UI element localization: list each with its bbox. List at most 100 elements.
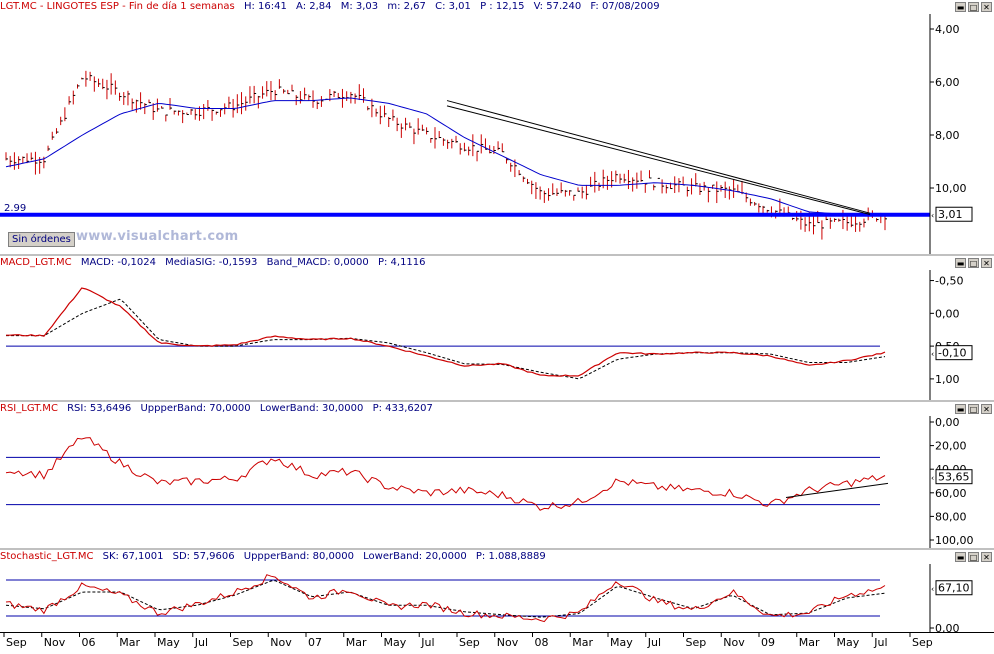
x-tick-label: Nov <box>723 636 745 649</box>
x-tick-label: Sep <box>233 636 254 649</box>
last-value-box <box>935 580 973 596</box>
price-chart[interactable]: 2.99 10,00 8,00 6,00 4,00 3,01 ‹ <box>0 14 994 254</box>
last-value-box <box>935 345 973 361</box>
price-panel[interactable]: LGT.MC - LINGOTES ESP - Fin de día 1 sem… <box>0 0 994 254</box>
macd-band: Band_MACD: 0,0000 <box>266 257 369 268</box>
price-h: H: 16:41 <box>243 1 287 12</box>
last-value-label: 53,65 <box>938 471 970 484</box>
rsi-close-button[interactable]: ✕ <box>981 404 992 414</box>
stoch-sk: SK: 67,1001 <box>102 551 164 562</box>
close-button[interactable]: ✕ <box>981 2 992 12</box>
arrow-icon: ‹ <box>931 474 934 483</box>
x-axis: Sep Nov 06 Mar May Jul Sep Nov 07 Mar May Jul Sep Nov… <box>0 632 994 650</box>
macd-signal-line <box>6 298 886 380</box>
stoch-sd-line <box>5 580 886 618</box>
last-value-label: 3,01 <box>938 208 963 221</box>
x-tick-label: Mar <box>799 636 820 649</box>
x-tick-label: Sep <box>459 636 480 649</box>
stoch-close-button[interactable]: ✕ <box>981 552 992 562</box>
support-label: 2.99 <box>4 203 26 214</box>
x-tick-label: Nov <box>44 636 66 649</box>
x-tick-label: May <box>384 636 407 649</box>
x-tick-label: May <box>837 636 860 649</box>
x-tick-label: Nov <box>270 636 292 649</box>
price-a: A: 2,84 <box>296 1 332 12</box>
stoch-p: P: 1.088,8889 <box>475 551 546 562</box>
x-tick-label: Sep <box>912 636 933 649</box>
macd-header: MACD_LGT.MC MACD: -0,1024 MediaSIG: -0,1… <box>0 256 994 270</box>
price-c: C: 3,01 <box>435 1 471 12</box>
x-tick-label: Jul <box>873 636 887 649</box>
price-title: LGT.MC - LINGOTES ESP - Fin de día 1 sem… <box>0 1 235 12</box>
y-tick-label: 6,00 <box>935 76 960 89</box>
stoch-panel[interactable]: Stochastic_LGT.MC SK: 67,1001 SD: 57,960… <box>0 550 994 632</box>
macd-chart[interactable]: 1,000,500,00-0,50-0,10‹ <box>0 270 994 400</box>
stoch-title: Stochastic_LGT.MC <box>0 551 94 562</box>
stoch-lower: LowerBand: 20,0000 <box>363 551 467 562</box>
rsi-lower: LowerBand: 30,0000 <box>259 403 364 414</box>
y-tick-label: 1,00 <box>935 373 960 386</box>
x-tick-label: Jul <box>194 636 208 649</box>
x-tick-label: 09 <box>761 636 775 649</box>
x-tick-label: Mar <box>119 636 140 649</box>
rsi-minimize-button[interactable]: ▬ <box>955 404 966 414</box>
stoch-minimize-button[interactable]: ▬ <box>955 552 966 562</box>
arrow-icon: ‹ <box>931 211 934 220</box>
watermark: www.visualchart.com <box>76 229 239 244</box>
price-m: M: 3,03 <box>340 1 379 12</box>
y-tick-label: -0,50 <box>935 275 963 288</box>
macd-signal: MediaSIG: -0,1593 <box>165 257 258 268</box>
last-value-box <box>935 469 973 485</box>
x-tick-label: Jul <box>647 636 661 649</box>
y-tick-label: 0,00 <box>935 307 960 320</box>
rsi-upper: UppperBand: 70,0000 <box>140 403 251 414</box>
rsi-maximize-button[interactable]: □ <box>968 404 979 414</box>
price-low: m: 2,67 <box>387 1 426 12</box>
trend-line <box>446 100 871 214</box>
rsi-p: P: 433,6207 <box>372 403 433 414</box>
stoch-chart[interactable]: 0,00 67,10 ‹ <box>0 564 994 632</box>
y-tick-label: 80,00 <box>935 510 967 523</box>
last-value-label: 67,10 <box>938 582 970 595</box>
y-tick-label: 20,00 <box>935 440 967 453</box>
macd-title: MACD_LGT.MC <box>0 257 72 268</box>
price-date: F: 07/08/2009 <box>590 1 660 12</box>
last-value-box <box>935 206 973 222</box>
y-tick-label: 0,00 <box>935 416 960 429</box>
rsi-line <box>5 437 886 511</box>
price-header: LGT.MC - LINGOTES ESP - Fin de día 1 sem… <box>0 0 994 14</box>
x-tick-label: Nov <box>497 636 519 649</box>
macd-close-button[interactable]: ✕ <box>981 258 992 268</box>
x-tick-label: May <box>157 636 180 649</box>
x-tick-label: May <box>610 636 633 649</box>
last-value-label: -0,10 <box>938 347 966 360</box>
ma-line <box>5 97 885 215</box>
arrow-icon: ‹ <box>931 350 934 359</box>
x-tick-label: Mar <box>572 636 593 649</box>
macd-panel[interactable]: MACD_LGT.MC MACD: -0,1024 MediaSIG: -0,1… <box>0 256 994 400</box>
price-v: V: 57.240 <box>533 1 582 12</box>
rsi-panel[interactable]: RSI_LGT.MC RSI: 53,6496 UppperBand: 70,0… <box>0 402 994 548</box>
macd-maximize-button[interactable]: □ <box>968 258 979 268</box>
macd-line <box>6 287 886 377</box>
y-tick-label: 0,00 <box>935 622 960 632</box>
macd-value: MACD: -0,1024 <box>80 257 156 268</box>
macd-p: P: 4,1116 <box>377 257 426 268</box>
macd-minimize-button[interactable]: ▬ <box>955 258 966 268</box>
x-tick-label: Jul <box>420 636 434 649</box>
stoch-upper: UppperBand: 80,0000 <box>243 551 354 562</box>
y-tick-label: 4,00 <box>935 23 960 36</box>
trend-line <box>446 105 871 215</box>
stoch-maximize-button[interactable]: □ <box>968 552 979 562</box>
rsi-title: RSI_LGT.MC <box>0 403 58 414</box>
minimize-button[interactable]: ▬ <box>955 2 966 12</box>
stoch-sk-line <box>5 574 886 623</box>
x-tick-label: 07 <box>308 636 322 649</box>
maximize-button[interactable]: □ <box>968 2 979 12</box>
stoch-sd: SD: 57,9606 <box>172 551 235 562</box>
sin-ordenes-button[interactable]: Sin órdenes <box>8 232 75 247</box>
x-tick-label: Sep <box>686 636 707 649</box>
arrow-icon: ‹ <box>931 585 934 594</box>
x-tick-label: Mar <box>346 636 367 649</box>
